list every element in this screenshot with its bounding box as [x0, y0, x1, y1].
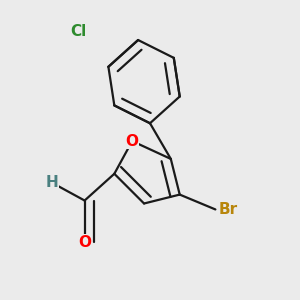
Text: H: H [46, 175, 58, 190]
Text: Cl: Cl [70, 24, 87, 39]
Text: O: O [126, 134, 139, 148]
Text: Br: Br [218, 202, 238, 217]
Text: O: O [78, 235, 91, 250]
